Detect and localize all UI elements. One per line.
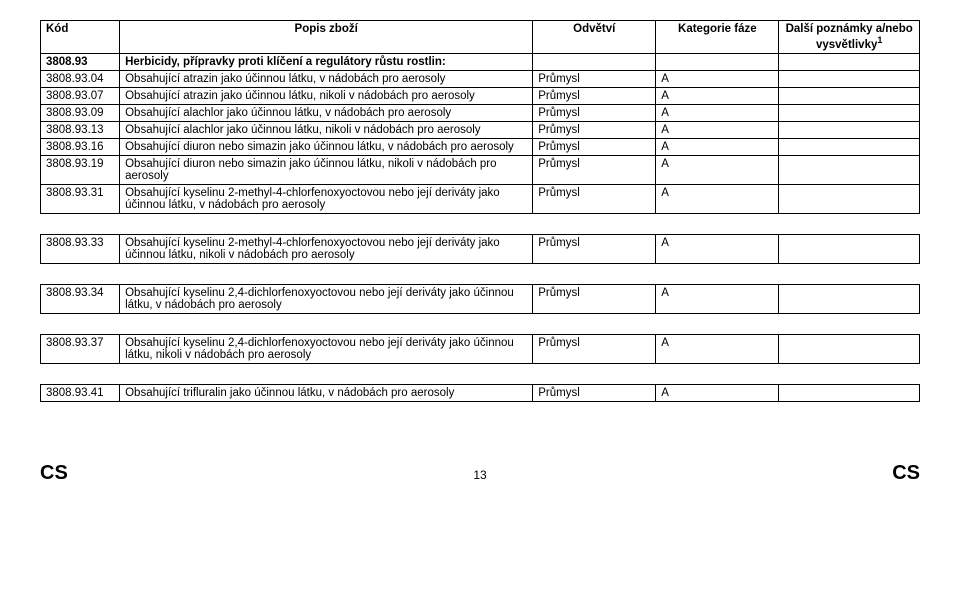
cell-code: 3808.93.37: [41, 334, 120, 363]
cell-code: 3808.93.13: [41, 121, 120, 138]
table-row: 3808.93.04Obsahující atrazin jako účinno…: [41, 70, 920, 87]
cell-desc: Obsahující kyselinu 2-methyl-4-chlorfeno…: [120, 184, 533, 213]
header-desc: Popis zboží: [120, 21, 533, 54]
cell-notes: [779, 384, 920, 401]
cell-desc: Obsahující alachlor jako účinnou látku, …: [120, 121, 533, 138]
heading-sector: [533, 53, 656, 70]
cell-code: 3808.93.41: [41, 384, 120, 401]
cell-phase: A: [656, 284, 779, 313]
cell-sector: Průmysl: [533, 104, 656, 121]
cell-phase: A: [656, 155, 779, 184]
cell-desc: Obsahující alachlor jako účinnou látku, …: [120, 104, 533, 121]
table-row: 3808.93.37Obsahující kyselinu 2,4-dichlo…: [41, 334, 920, 363]
cell-sector: Průmysl: [533, 284, 656, 313]
cell-notes: [779, 284, 920, 313]
page-footer: CS 13 CS: [40, 462, 920, 485]
cell-phase: A: [656, 184, 779, 213]
table-row: 3808.93.16Obsahující diuron nebo simazin…: [41, 138, 920, 155]
cell-notes: [779, 121, 920, 138]
cell-desc: Obsahující atrazin jako účinnou látku, v…: [120, 70, 533, 87]
cell-code: 3808.93.34: [41, 284, 120, 313]
cell-notes: [779, 87, 920, 104]
cell-phase: A: [656, 234, 779, 263]
table-row: 3808.93.13Obsahující alachlor jako účinn…: [41, 121, 920, 138]
table-row: 3808.93.09Obsahující alachlor jako účinn…: [41, 104, 920, 121]
cell-code: 3808.93.33: [41, 234, 120, 263]
single-row-table: 3808.93.37Obsahující kyselinu 2,4-dichlo…: [40, 334, 920, 364]
cell-desc: Obsahující kyselinu 2,4-dichlorfenoxyoct…: [120, 284, 533, 313]
cell-sector: Průmysl: [533, 334, 656, 363]
heading-notes: [779, 53, 920, 70]
cell-notes: [779, 155, 920, 184]
heading-desc: Herbicidy, přípravky proti klíčení a reg…: [120, 53, 533, 70]
cell-code: 3808.93.31: [41, 184, 120, 213]
single-row-table: 3808.93.41Obsahující trifluralin jako úč…: [40, 384, 920, 402]
heading-phase: [656, 53, 779, 70]
cell-sector: Průmysl: [533, 138, 656, 155]
header-sector: Odvětví: [533, 21, 656, 54]
cell-sector: Průmysl: [533, 155, 656, 184]
cell-phase: A: [656, 138, 779, 155]
cell-notes: [779, 234, 920, 263]
cell-desc: Obsahující diuron nebo simazin jako účin…: [120, 138, 533, 155]
cell-sector: Průmysl: [533, 234, 656, 263]
heading-row: 3808.93 Herbicidy, přípravky proti klíče…: [41, 53, 920, 70]
table-row: 3808.93.34Obsahující kyselinu 2,4-dichlo…: [41, 284, 920, 313]
header-code: Kód: [41, 21, 120, 54]
footer-left: CS: [40, 462, 68, 485]
cell-sector: Průmysl: [533, 184, 656, 213]
single-row-table: 3808.93.33Obsahující kyselinu 2-methyl-4…: [40, 234, 920, 264]
cell-phase: A: [656, 121, 779, 138]
cell-sector: Průmysl: [533, 70, 656, 87]
cell-phase: A: [656, 104, 779, 121]
main-table: Kód Popis zboží Odvětví Kategorie fáze D…: [40, 20, 920, 214]
table-row: 3808.93.19Obsahující diuron nebo simazin…: [41, 155, 920, 184]
cell-notes: [779, 138, 920, 155]
cell-desc: Obsahující diuron nebo simazin jako účin…: [120, 155, 533, 184]
cell-phase: A: [656, 87, 779, 104]
header-notes: Další poznámky a/nebo vysvětlivky1: [779, 21, 920, 54]
cell-notes: [779, 334, 920, 363]
cell-phase: A: [656, 70, 779, 87]
cell-code: 3808.93.09: [41, 104, 120, 121]
table-header-row: Kód Popis zboží Odvětví Kategorie fáze D…: [41, 21, 920, 54]
cell-code: 3808.93.07: [41, 87, 120, 104]
cell-notes: [779, 70, 920, 87]
cell-desc: Obsahující kyselinu 2-methyl-4-chlorfeno…: [120, 234, 533, 263]
footer-right: CS: [892, 462, 920, 485]
cell-code: 3808.93.16: [41, 138, 120, 155]
table-row: 3808.93.33Obsahující kyselinu 2-methyl-4…: [41, 234, 920, 263]
table-row: 3808.93.41Obsahující trifluralin jako úč…: [41, 384, 920, 401]
heading-code: 3808.93: [41, 53, 120, 70]
cell-phase: A: [656, 384, 779, 401]
cell-sector: Průmysl: [533, 121, 656, 138]
cell-notes: [779, 184, 920, 213]
cell-desc: Obsahující atrazin jako účinnou látku, n…: [120, 87, 533, 104]
cell-notes: [779, 104, 920, 121]
cell-code: 3808.93.04: [41, 70, 120, 87]
cell-sector: Průmysl: [533, 384, 656, 401]
table-row: 3808.93.07Obsahující atrazin jako účinno…: [41, 87, 920, 104]
cell-code: 3808.93.19: [41, 155, 120, 184]
table-row: 3808.93.31Obsahující kyselinu 2-methyl-4…: [41, 184, 920, 213]
footer-page: 13: [473, 468, 486, 482]
header-phase: Kategorie fáze: [656, 21, 779, 54]
single-row-table: 3808.93.34Obsahující kyselinu 2,4-dichlo…: [40, 284, 920, 314]
cell-sector: Průmysl: [533, 87, 656, 104]
cell-desc: Obsahující kyselinu 2,4-dichlorfenoxyoct…: [120, 334, 533, 363]
cell-phase: A: [656, 334, 779, 363]
cell-desc: Obsahující trifluralin jako účinnou látk…: [120, 384, 533, 401]
